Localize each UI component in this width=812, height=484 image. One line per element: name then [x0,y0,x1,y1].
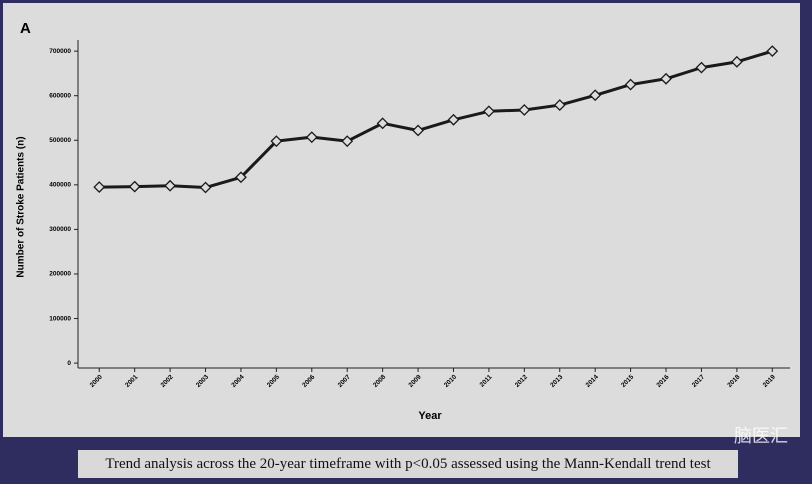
y-tick-label: 0 [67,360,71,367]
y-tick-label: 400000 [49,182,71,189]
marker [518,104,531,116]
marker [128,180,141,193]
marker [482,105,495,118]
watermark: 脑医汇 [734,426,788,446]
marker [341,135,354,148]
y-tick-label: 300000 [49,226,71,233]
marker [553,99,566,111]
marker [624,78,637,91]
marker [766,45,779,58]
marker [376,117,389,130]
line [99,49,773,190]
marker [660,72,672,85]
y-tick-label: 700000 [49,48,71,55]
marker [730,55,743,68]
marker [270,135,283,148]
marker [93,181,106,193]
marker [199,181,212,194]
panel-label: A [20,20,31,37]
chart-background [3,3,800,437]
marker [164,179,177,192]
marker [305,131,318,144]
marker [447,113,460,126]
y-axis-label: Number of Stroke Patients (n) [16,136,27,277]
y-tick-label: 200000 [49,271,71,278]
marker [235,171,247,184]
y-tick-label: 600000 [49,92,71,99]
y-tick-label: 500000 [49,137,71,144]
caption: Trend analysis across the 20-year timefr… [78,450,738,478]
marker [695,61,708,74]
y-tick-label: 100000 [49,315,71,322]
marker [589,89,602,102]
marker [412,124,424,137]
x-axis-label: Year [418,410,442,422]
